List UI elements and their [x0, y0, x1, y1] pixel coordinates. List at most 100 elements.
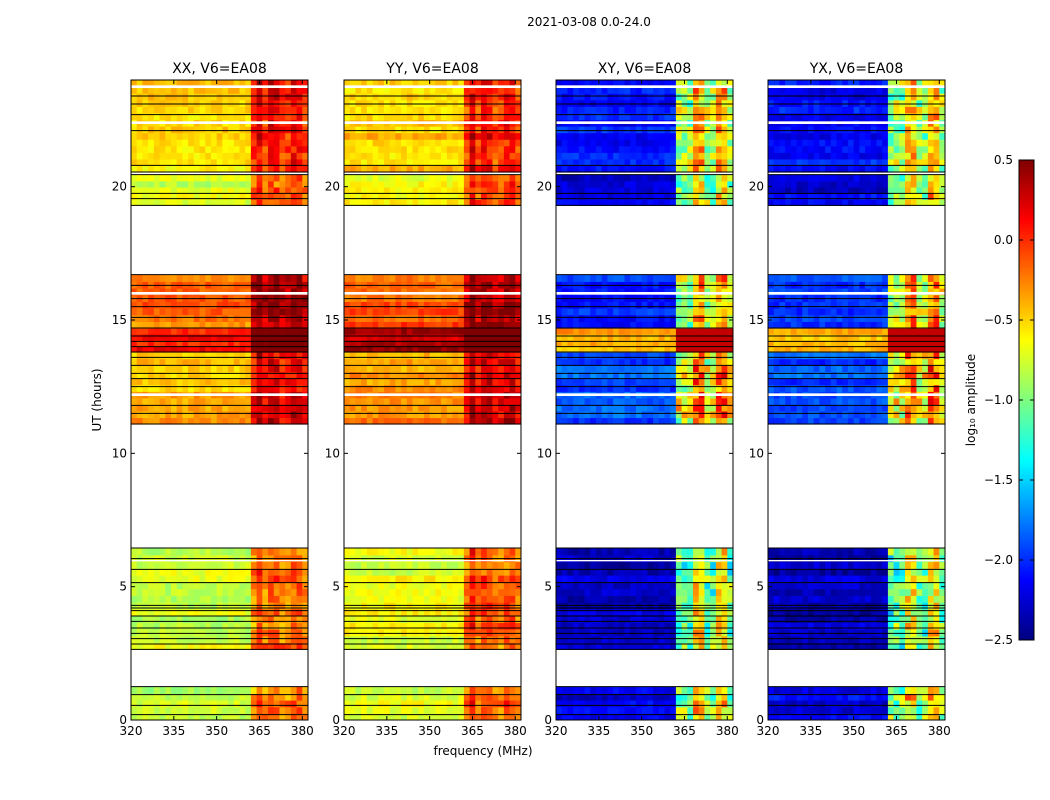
heatmap-cell: [389, 186, 396, 194]
heatmap-cell: [503, 378, 511, 386]
heatmap-cell: [503, 274, 511, 282]
heatmap-cell: [406, 700, 414, 708]
heatmap-cell: [515, 588, 521, 596]
heatmap-cell: [205, 397, 212, 405]
heatmap-cell: [441, 358, 448, 366]
heatmap-cell: [452, 139, 459, 147]
heatmap-cell: [199, 186, 206, 194]
heatmap-cell: [641, 588, 648, 596]
heatmap-cell: [515, 152, 521, 160]
heatmap-cell: [296, 346, 303, 353]
heatmap-cell: [446, 186, 454, 194]
heatmap-cell: [727, 352, 733, 360]
heatmap-cell: [366, 86, 374, 94]
heatmap-cell: [441, 693, 448, 701]
heatmap-cell: [256, 99, 263, 107]
heatmap-cell: [475, 86, 482, 94]
heatmap-cell: [279, 371, 286, 379]
heatmap-cell: [142, 152, 149, 160]
heatmap-cell: [584, 686, 591, 694]
heatmap-cell: [366, 328, 374, 335]
heatmap-cell: [245, 132, 252, 140]
heatmap-cell: [344, 180, 351, 188]
heatmap-cell: [250, 165, 258, 173]
heatmap-cell: [378, 334, 385, 341]
heatmap-cell: [406, 404, 414, 412]
heatmap-cell: [349, 629, 357, 637]
heatmap-cell: [613, 352, 620, 360]
heatmap-cell: [406, 132, 414, 140]
heatmap-cell: [268, 575, 275, 583]
heatmap-cell: [153, 321, 161, 329]
heatmap-cell: [509, 193, 516, 200]
heatmap-cell: [222, 371, 229, 379]
heatmap-cell: [481, 308, 488, 316]
heatmap-cell: [446, 561, 454, 569]
heatmap-cell: [136, 358, 144, 366]
heatmap-cell: [159, 700, 166, 708]
heatmap-cell: [285, 314, 292, 322]
heatmap-cell: [503, 165, 511, 173]
heatmap-cell: [715, 358, 723, 366]
heatmap-cell: [378, 358, 385, 366]
heatmap-cell: [452, 106, 459, 114]
heatmap-cell: [412, 346, 419, 353]
heatmap-cell: [492, 112, 499, 121]
heatmap-cell: [630, 629, 637, 637]
heatmap-cell: [423, 693, 431, 701]
heatmap-cell: [498, 139, 505, 147]
heatmap-cell: [441, 595, 448, 603]
heatmap-cell: [273, 686, 281, 694]
heatmap-cell: [165, 106, 172, 114]
heatmap-cell: [429, 328, 436, 335]
heatmap-cell: [452, 706, 459, 714]
heatmap-cell: [601, 713, 608, 720]
heatmap-cell: [216, 308, 223, 316]
heatmap-cell: [595, 384, 603, 392]
heatmap-cell: [653, 575, 660, 583]
heatmap-cell: [503, 80, 511, 88]
heatmap-cell: [193, 548, 201, 556]
heatmap-cell: [435, 301, 442, 309]
heatmap-cell: [475, 346, 482, 353]
heatmap-cell: [188, 417, 195, 425]
heatmap-cell: [165, 145, 172, 153]
heatmap-cell: [395, 365, 402, 373]
heatmap-cell: [296, 158, 303, 167]
flag-gap: [131, 393, 308, 396]
heatmap-cell: [509, 568, 516, 576]
heatmap-cell: [153, 581, 161, 590]
heatmap-cell: [412, 686, 419, 694]
heatmap-cell: [302, 397, 308, 405]
heatmap-cell: [256, 358, 263, 366]
heatmap-cell: [142, 642, 149, 650]
x-tick-label: 320: [120, 724, 143, 738]
heatmap-cell: [256, 642, 263, 650]
heatmap-cell: [727, 397, 733, 405]
heatmap-cell: [142, 417, 149, 425]
heatmap-cell: [475, 622, 482, 630]
heatmap-cell: [193, 274, 201, 282]
heatmap-cell: [704, 642, 711, 650]
heatmap-cell: [372, 86, 379, 94]
heatmap-cell: [463, 174, 471, 182]
heatmap-cell: [567, 581, 574, 590]
heatmap-cell: [458, 700, 465, 708]
heatmap-cell: [406, 548, 414, 556]
heatmap-cell: [503, 384, 511, 392]
heatmap-cell: [561, 622, 569, 630]
heatmap-cell: [675, 397, 683, 405]
heatmap-cell: [344, 581, 351, 590]
heatmap-cell: [262, 365, 269, 373]
heatmap-cell: [296, 145, 303, 153]
heatmap-cell: [446, 548, 454, 556]
heatmap-cell: [205, 301, 212, 309]
heatmap-cell: [590, 384, 597, 392]
heatmap-cell: [210, 288, 218, 296]
heatmap-cell: [222, 301, 229, 309]
heatmap-cell: [193, 112, 201, 121]
heatmap-cell: [607, 622, 614, 630]
heatmap-cell: [418, 340, 425, 347]
heatmap-cell: [262, 548, 269, 556]
heatmap-cell: [361, 86, 368, 94]
